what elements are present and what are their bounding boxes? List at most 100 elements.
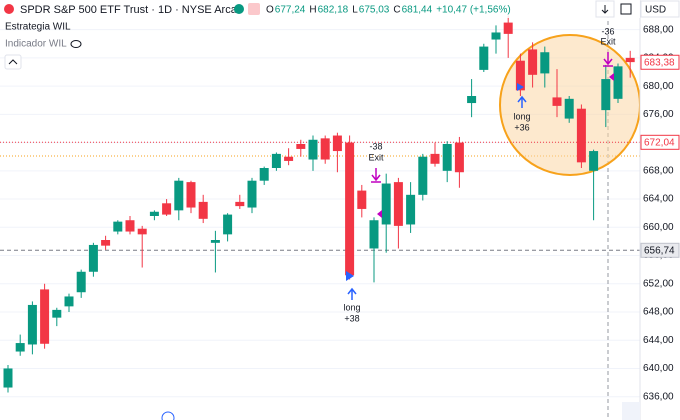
y-tick-label: 688,00 xyxy=(643,24,674,35)
candle-body xyxy=(186,182,196,208)
collapse-button[interactable] xyxy=(4,54,22,70)
price-label: 672,04 xyxy=(644,137,675,148)
candle-body xyxy=(125,220,135,232)
candle-body xyxy=(15,343,25,352)
candle-body xyxy=(528,49,538,75)
candle-body xyxy=(247,180,257,208)
symbol-title: SPDR S&P 500 ETF Trust · 1D · NYSE Arca xyxy=(20,4,238,16)
quote-value: 682,18 xyxy=(318,5,349,16)
candle-body xyxy=(332,135,342,152)
symbol-icon xyxy=(4,4,14,14)
price-labels: 683,38 672,04 656,74 xyxy=(640,54,680,258)
candle-body xyxy=(369,220,379,249)
candle-body xyxy=(40,289,50,344)
candle-body xyxy=(27,304,37,345)
candle-body xyxy=(271,153,281,168)
candle-body xyxy=(479,46,489,70)
y-tick-label: 660,00 xyxy=(643,222,674,233)
candle-body xyxy=(625,57,635,63)
annotation: -38 xyxy=(369,141,382,151)
quote-value: 681,44 xyxy=(402,5,433,16)
quote-key: H xyxy=(309,5,316,16)
maximize-icon[interactable] xyxy=(620,3,632,15)
candle-body xyxy=(552,97,562,106)
y-tick-label: 676,00 xyxy=(643,109,674,120)
candle-body xyxy=(149,211,159,216)
price-label: 656,74 xyxy=(644,245,675,256)
annotation: -36 xyxy=(601,26,614,36)
y-tick-label: 644,00 xyxy=(643,335,674,346)
indicator-name[interactable]: Indicador WIL xyxy=(5,39,67,50)
currency-box[interactable] xyxy=(640,0,680,18)
candle-body xyxy=(198,201,208,219)
annotation: long xyxy=(513,111,530,121)
y-tick-label: 648,00 xyxy=(643,307,674,318)
candle-body xyxy=(88,244,98,272)
candles xyxy=(3,15,635,393)
status-badge xyxy=(248,3,260,15)
down-icon xyxy=(601,5,609,14)
candle-body xyxy=(3,368,13,388)
y-tick-label: 680,00 xyxy=(643,81,674,92)
candle-body xyxy=(430,153,440,164)
candle-body xyxy=(357,190,367,209)
status-dot xyxy=(234,4,244,14)
candle-body xyxy=(467,96,477,104)
exit-arrow xyxy=(371,168,381,183)
candle-body xyxy=(162,203,172,215)
eye-icon[interactable] xyxy=(70,40,82,48)
candle-body xyxy=(418,156,428,195)
y-tick-label: 668,00 xyxy=(643,165,674,176)
candle-body xyxy=(113,221,123,232)
quote-value: 677,24 xyxy=(275,5,306,16)
candle-body xyxy=(564,98,574,119)
indicator-name[interactable]: Estrategia WIL xyxy=(5,22,71,33)
collapse-icon xyxy=(8,59,18,65)
candle-body xyxy=(296,144,306,149)
exit-arrow xyxy=(603,52,613,67)
price-label: 683,38 xyxy=(644,57,675,68)
annotation: Exit xyxy=(600,36,616,46)
corner-button[interactable] xyxy=(622,402,640,420)
price-lines xyxy=(0,141,640,251)
exit-marker xyxy=(609,73,614,81)
annotation: Exit xyxy=(368,152,384,162)
candle-body xyxy=(259,168,269,181)
header-bg xyxy=(0,0,640,18)
annotation: long xyxy=(343,302,360,312)
candle-body xyxy=(235,201,245,207)
currency[interactable]: USD xyxy=(645,5,666,16)
candle-body xyxy=(76,271,86,293)
entry-marker xyxy=(346,271,354,281)
candle-body xyxy=(52,309,62,318)
candle-body xyxy=(210,240,220,243)
y-tick-label: 652,00 xyxy=(643,278,674,289)
quote-key: O xyxy=(266,5,274,16)
candle-body xyxy=(601,79,611,111)
candle-body xyxy=(345,142,355,276)
price-axis xyxy=(640,0,680,420)
annotation: +36 xyxy=(514,122,529,132)
candle-body xyxy=(308,139,318,160)
candle-body xyxy=(406,194,416,225)
candle-body xyxy=(381,183,391,225)
candle-body xyxy=(284,156,294,161)
price-label-box xyxy=(640,54,680,70)
candle-body xyxy=(589,151,599,171)
quote: O 677,24 H 682,18 L 675,03 C 681,44 +10,47 (+1,5… xyxy=(266,5,511,16)
entry-marker xyxy=(517,83,524,91)
candle-body xyxy=(223,214,233,235)
quote-value: 675,03 xyxy=(359,5,390,16)
quote-key: L xyxy=(352,5,358,16)
candle-body xyxy=(101,240,111,246)
candle-body xyxy=(174,180,184,211)
candle-body xyxy=(503,22,513,34)
candle-body xyxy=(320,138,330,160)
candle-body xyxy=(491,32,501,40)
annotation: +38 xyxy=(344,313,359,323)
dividend-marker xyxy=(161,411,175,420)
y-tick-label: 636,00 xyxy=(643,391,674,402)
price-label-box xyxy=(640,242,680,258)
candle-body xyxy=(540,52,550,74)
quote-key: C xyxy=(393,5,400,16)
